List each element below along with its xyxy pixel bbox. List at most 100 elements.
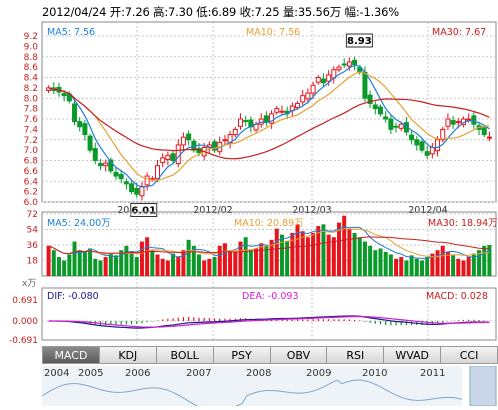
tab-cci[interactable]: CCI [441, 346, 498, 364]
volume-bar [155, 254, 160, 276]
volume-bar [103, 257, 108, 276]
candle-body [72, 103, 78, 123]
volume-bar [93, 258, 98, 276]
volume-bar [243, 237, 248, 276]
ma30-line [48, 87, 490, 160]
header-low-label: 低: [196, 5, 212, 19]
volume-bar [129, 251, 134, 276]
candle-body [372, 104, 378, 110]
low-annotation-box [130, 202, 158, 217]
volume-ma10-label: MA10: 20.89万 [234, 218, 304, 229]
high-annotation-box [345, 33, 373, 48]
volume-unit: x万 [22, 279, 37, 289]
tab-macd[interactable]: MACD [42, 346, 100, 364]
header-close-label: 收: [239, 5, 255, 19]
candle-body [388, 118, 394, 130]
candle-body [165, 154, 171, 160]
candle-body [486, 136, 492, 139]
volume-bar [51, 250, 56, 276]
price-ma10-label: MA10: 7.56 [246, 27, 301, 38]
candle-body [222, 139, 228, 142]
candle-body [300, 95, 306, 103]
volume-bar [196, 254, 201, 276]
candle-body [232, 128, 238, 136]
volume-bar [305, 237, 310, 276]
volume-bar [466, 257, 471, 276]
candle-body [113, 171, 119, 177]
candle-body [450, 120, 456, 125]
volume-bar [269, 239, 274, 276]
tab-psy[interactable]: PSY [213, 346, 271, 364]
volume-bar [404, 260, 409, 276]
volume-bar [300, 231, 305, 276]
tab-kdj[interactable]: KDJ [99, 346, 157, 364]
candle-body [103, 162, 109, 167]
price-ma30-label: MA30: 7.67 [432, 27, 487, 38]
candle-body [186, 133, 192, 141]
volume-bar [233, 251, 238, 276]
dea-label: DEA: -0.093 [242, 291, 299, 302]
candle-body [92, 148, 98, 162]
volume-bar [108, 253, 113, 276]
volume-bar [383, 251, 388, 276]
tab-obv[interactable]: OBV [270, 346, 328, 364]
tab-wvad[interactable]: WVAD [384, 346, 442, 364]
candle-body [77, 121, 83, 128]
timeline-year: 2006 [125, 368, 151, 379]
volume-bar [181, 250, 186, 276]
tab-boll[interactable]: BOLL [156, 346, 214, 364]
volume-bar [440, 245, 445, 276]
header-close: 7.25 [254, 5, 280, 19]
volume-bar [259, 243, 264, 276]
candle-body [82, 123, 88, 136]
candle-body [123, 181, 129, 185]
candle-body [87, 135, 93, 151]
volume-ma30-label: MA30: 18.94万 [428, 218, 498, 229]
candle-body [419, 141, 425, 151]
volume-bar [56, 257, 61, 276]
candle-body [440, 128, 446, 141]
volume-bar [145, 237, 150, 276]
volume-bar [62, 260, 67, 276]
macd-y-tick: -0.691 [9, 336, 38, 346]
volume-bar [82, 251, 87, 276]
candle-body [398, 123, 404, 129]
price-y-tick: 6.2 [24, 188, 38, 198]
candle-body [424, 151, 430, 156]
price-y-tick: 7.2 [24, 136, 38, 146]
timeline-window[interactable] [469, 365, 497, 407]
volume-bar [114, 255, 119, 276]
timeline-year: 2004 [44, 368, 70, 379]
tab-rsi[interactable]: RSI [327, 346, 385, 364]
volume-bar [254, 248, 259, 276]
low-annotation: 6.01 [131, 205, 156, 216]
candle-body [139, 185, 145, 197]
volume-y-tick: 18 [27, 257, 39, 267]
volume-bar [477, 250, 482, 276]
candle-body [315, 77, 321, 83]
price-y-tick: 8.0 [24, 94, 39, 104]
volume-bar [264, 245, 269, 276]
macd-label: MACD: 0.028 [426, 291, 488, 302]
volume-bar [228, 250, 233, 276]
volume-bar [487, 245, 492, 276]
candle-body [305, 92, 311, 100]
volume-bar [72, 241, 77, 276]
candle-body [310, 84, 316, 94]
candle-body [274, 108, 280, 113]
candle-body [144, 175, 150, 186]
candle-body [445, 118, 451, 127]
candle-body [481, 127, 487, 136]
candle-body [134, 188, 140, 195]
timeline-navigator[interactable]: 2004 2005 2006 2007 2008 2009 2010 2011 [0, 365, 498, 410]
volume-bar [373, 250, 378, 276]
volume-bar [290, 232, 295, 276]
volume-bar [186, 239, 191, 276]
header-change-label: 幅: [344, 5, 360, 19]
header-open: 7.26 [124, 5, 150, 19]
candle-body [455, 121, 461, 124]
timeline-year: 2007 [186, 368, 212, 379]
candle-body [320, 78, 326, 84]
volume-bar [279, 234, 284, 276]
candle-body [269, 113, 275, 124]
